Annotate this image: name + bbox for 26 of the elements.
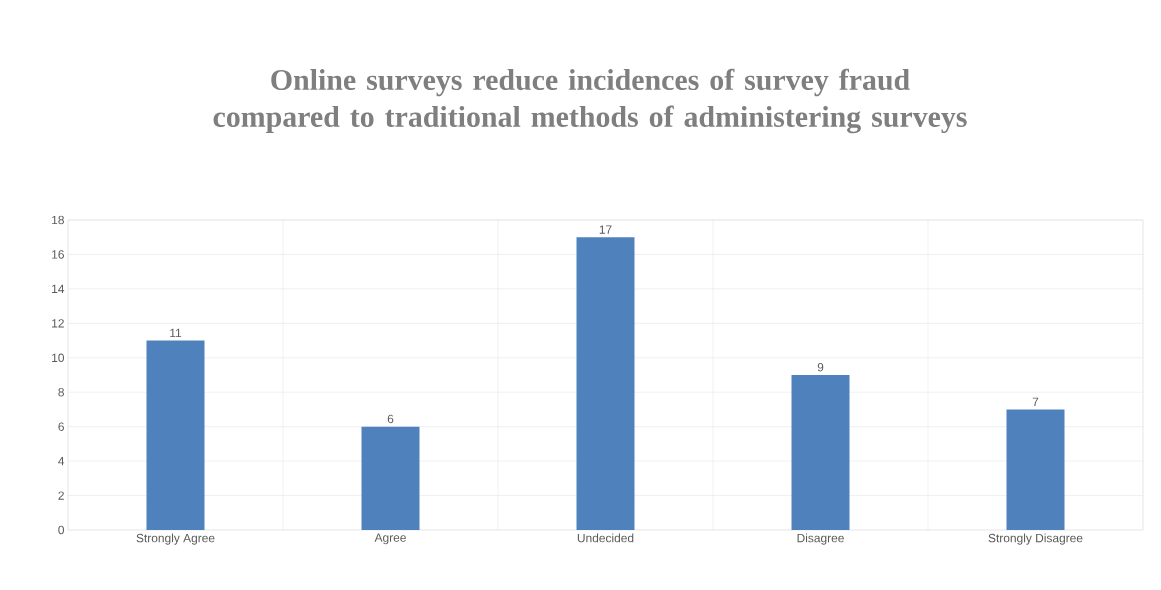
data-label: 7 [1032,397,1039,406]
y-tick-label: 4 [58,457,65,466]
x-tick-label: Strongly Disagree [988,533,1083,545]
data-label: 9 [817,363,824,372]
data-label: 11 [170,328,182,338]
bar [1006,409,1065,530]
x-tick-label: Strongly Agree [136,533,215,545]
data-label: 17 [599,225,612,234]
x-tick-label: Agree [374,533,406,545]
y-tick-label: 10 [52,353,65,362]
y-tick-label: 0 [58,525,65,535]
bar [146,340,205,530]
bar [576,237,635,530]
y-tick-label: 8 [58,387,64,397]
y-tick-label: 14 [52,284,65,293]
bar [361,426,420,530]
x-tick-label: Disagree [797,533,844,545]
y-tick-label: 16 [52,250,64,259]
x-tick-label: Undecided [577,533,634,543]
y-tick-label: 18 [52,215,64,225]
y-tick-label: 12 [52,319,64,328]
data-label: 6 [387,414,394,424]
chart-title: Online surveys reduce incidences of survey fraud compared to traditional methods of administering surveys [213,68,967,134]
y-tick-label: 2 [58,491,64,500]
bar [791,375,850,530]
y-tick-label: 6 [58,422,64,431]
